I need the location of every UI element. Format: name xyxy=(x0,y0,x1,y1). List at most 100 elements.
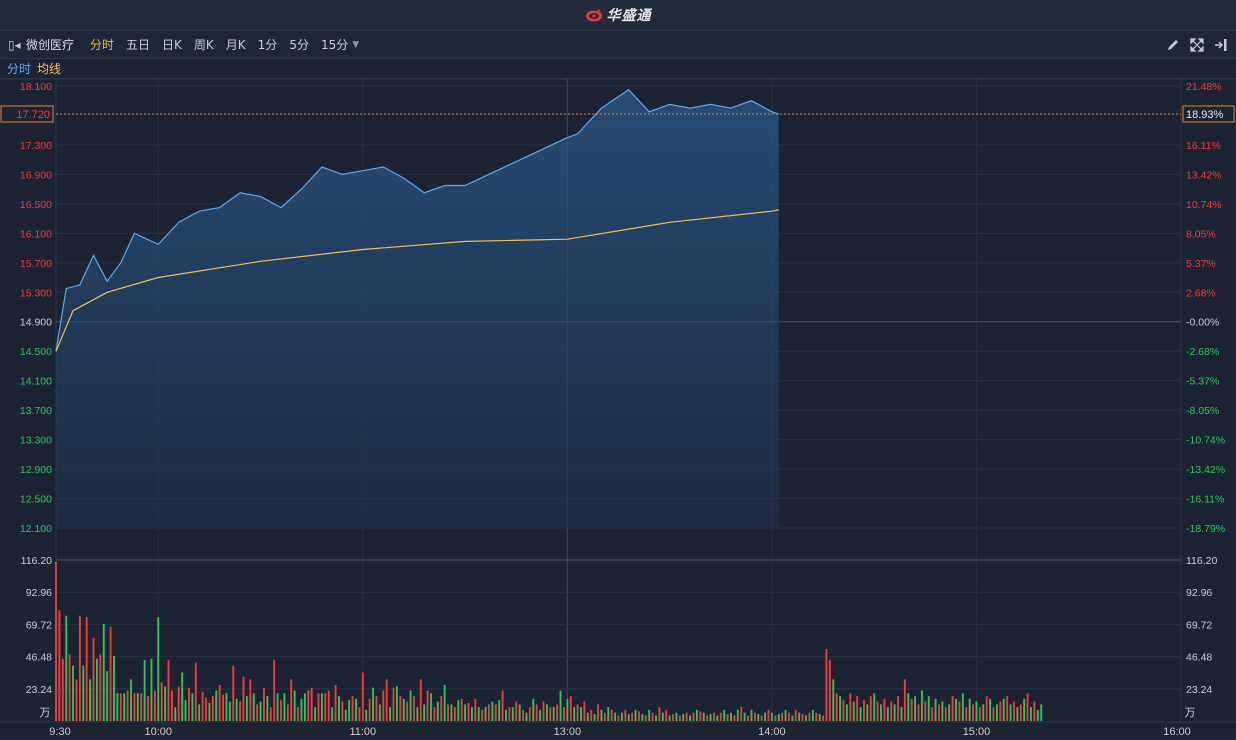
volume-bar xyxy=(580,707,582,721)
volume-bar xyxy=(563,707,565,721)
tab-intraday[interactable]: 分时 xyxy=(90,38,115,52)
volume-bar xyxy=(992,707,995,721)
volume-bar xyxy=(1026,693,1029,721)
volume-bar xyxy=(583,701,586,721)
y-tick-label: 12.500 xyxy=(20,494,52,506)
tab-daily-k[interactable]: 日K xyxy=(162,38,182,52)
x-tick-label: 14:00 xyxy=(758,726,786,738)
y-tick-label: 12.900 xyxy=(20,464,52,476)
volume-bar xyxy=(876,701,879,721)
volume-bar xyxy=(556,704,559,721)
volume-bar xyxy=(481,709,484,721)
volume-bar xyxy=(542,701,545,721)
volume-bar xyxy=(269,707,272,721)
volume-bar xyxy=(419,679,422,721)
volume-bar xyxy=(638,711,640,721)
volume-bar xyxy=(573,707,576,721)
volume-bar xyxy=(147,696,149,721)
volume-bar xyxy=(474,698,477,721)
volume-bar xyxy=(501,690,504,721)
tab-five-day[interactable]: 五日 xyxy=(126,38,151,52)
volume-bar xyxy=(586,712,589,721)
volume-bar xyxy=(228,701,231,721)
volume-bar xyxy=(245,696,248,721)
brand-name: 华盛通 xyxy=(606,8,652,24)
expand-icon[interactable] xyxy=(1190,37,1204,52)
volume-bar xyxy=(208,703,211,721)
y-percent-label: -16.11% xyxy=(1186,494,1224,506)
volume-bar xyxy=(917,704,920,721)
y-percent-label: -10.74% xyxy=(1186,435,1225,447)
volume-bar xyxy=(709,714,712,721)
y-tick-label: 15.700 xyxy=(20,258,52,270)
volume-bar xyxy=(460,698,463,721)
brand: 华盛通 xyxy=(0,0,1236,30)
volume-bar xyxy=(205,697,207,721)
volume-bar xyxy=(259,701,262,721)
volume-bar xyxy=(665,709,668,721)
volume-bar xyxy=(747,715,749,721)
volume-bar xyxy=(395,686,398,721)
pencil-icon[interactable] xyxy=(1166,38,1180,52)
volume-bar xyxy=(61,658,64,721)
y-percent-label: 8.05% xyxy=(1186,228,1216,240)
y-tick-label: 16.100 xyxy=(20,228,52,240)
volume-bar xyxy=(569,696,572,721)
x-tick-label: 13:00 xyxy=(554,726,582,738)
volume-bar xyxy=(753,712,756,721)
volume-bar xyxy=(215,690,218,721)
volume-bar xyxy=(525,712,528,721)
volume-bar xyxy=(55,561,57,721)
volume-bar xyxy=(958,701,961,721)
volume-bar xyxy=(140,693,143,721)
volume-bar xyxy=(968,698,971,721)
volume-bar xyxy=(317,693,320,721)
collapse-panel-icon[interactable]: ▯◂ xyxy=(8,37,21,52)
volume-bar xyxy=(361,672,364,721)
current-price-label: 17.720 xyxy=(16,109,50,121)
tab-1min[interactable]: 1分 xyxy=(257,38,278,52)
tab-monthly-k[interactable]: 月K xyxy=(225,38,246,52)
volume-bar xyxy=(443,685,446,721)
y-tick-label: 18.100 xyxy=(20,81,52,93)
y-percent-label: -2.68% xyxy=(1186,346,1219,358)
volume-bar xyxy=(661,712,664,721)
volume-bar xyxy=(266,696,269,721)
volume-bar xyxy=(293,690,296,721)
volume-bar xyxy=(607,707,610,721)
vol-y-label: 92.96 xyxy=(26,587,52,599)
exit-icon[interactable] xyxy=(1214,38,1228,52)
volume-bar xyxy=(320,693,323,721)
tab-weekly-k[interactable]: 周K xyxy=(193,38,214,52)
volume-bar xyxy=(736,709,739,721)
volume-bar xyxy=(341,701,344,721)
volume-bar xyxy=(324,693,327,721)
volume-bar xyxy=(276,693,279,721)
top-bar: 华盛通 xyxy=(0,0,1236,31)
volume-bar xyxy=(757,714,760,721)
volume-bar xyxy=(706,715,709,721)
volume-bar xyxy=(116,693,119,721)
tab-5min[interactable]: 5分 xyxy=(289,38,309,52)
volume-bar xyxy=(218,685,221,721)
vol-unit-label: 万 xyxy=(40,706,51,719)
tab-15min[interactable]: 15分 xyxy=(320,38,349,52)
volume-bar xyxy=(774,715,777,721)
volume-bar xyxy=(355,698,357,721)
volume-bar xyxy=(869,696,872,721)
volume-bar xyxy=(842,700,845,721)
volume-bar xyxy=(198,704,201,721)
volume-bar xyxy=(436,701,439,721)
chevron-down-icon[interactable]: ▼ xyxy=(352,39,360,50)
price-line xyxy=(55,88,779,352)
y-percent-label: -18.79% xyxy=(1186,523,1225,535)
volume-bar xyxy=(470,707,473,721)
volume-bar xyxy=(566,698,569,721)
volume-bar xyxy=(978,707,981,721)
volume-bar xyxy=(713,712,715,721)
volume-bar xyxy=(119,693,122,721)
volume-bar xyxy=(593,714,596,721)
volume-bar xyxy=(859,707,862,721)
volume-bar xyxy=(170,690,173,721)
